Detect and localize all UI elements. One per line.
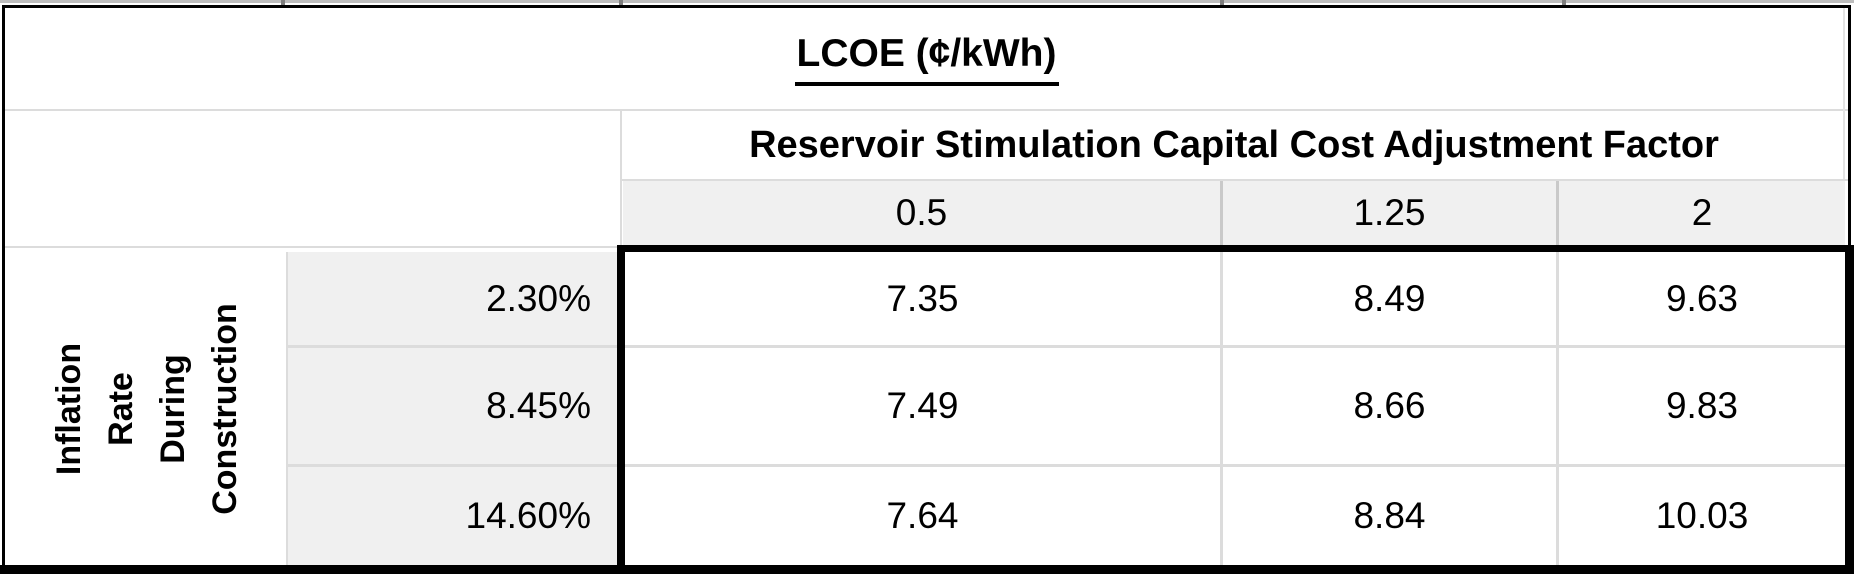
row-group-header-text: Inflation Rate During Construction (43, 303, 251, 515)
column-header: 2 (1691, 192, 1713, 233)
gridline (1556, 181, 1559, 245)
gridline (1843, 8, 1845, 245)
gridline (288, 345, 1845, 348)
row-header: 2.30% (288, 252, 617, 345)
row-group-header-line: During (153, 353, 192, 464)
column-header: 1.25 (1353, 192, 1426, 233)
gridline (620, 111, 622, 245)
data-cell: 8.66 (1353, 385, 1426, 426)
row-group-header: Inflation Rate During Construction (8, 252, 286, 565)
data-cell: 8.49 (1353, 277, 1426, 319)
table-border-bottom (0, 565, 1854, 574)
row-header: 14.60% (288, 467, 617, 565)
row-header: 8.45% (288, 348, 617, 464)
data-grid-border-top (617, 245, 1854, 252)
data-cell: 7.35 (886, 277, 959, 319)
row-group-header-line: Inflation (49, 342, 88, 475)
top-gridline (0, 0, 1854, 3)
column-header: 0.5 (895, 192, 948, 233)
gridline-stub (281, 0, 285, 7)
data-cell: 9.63 (1665, 277, 1738, 319)
gridline (1556, 252, 1559, 565)
data-cell: 7.49 (886, 385, 959, 426)
gridline (621, 179, 1848, 181)
gridline (1220, 181, 1223, 245)
row-group-header-line: Construction (205, 302, 244, 515)
gridline (5, 246, 617, 248)
gridline (5, 109, 1848, 111)
table-title: LCOE (¢/kWh) (5, 8, 1848, 109)
data-cell: 8.84 (1353, 495, 1426, 536)
gridline-stub (1220, 0, 1224, 7)
data-cell: 9.83 (1665, 385, 1738, 426)
gridline-stub (1562, 0, 1566, 7)
gridline (288, 464, 1845, 467)
data-grid-border-right (1845, 245, 1854, 573)
data-cell: 10.03 (1655, 495, 1749, 536)
gridline-stub (619, 0, 623, 7)
data-grid-border-left (617, 245, 625, 573)
row-group-header-line: Rate (101, 371, 140, 446)
column-header-row-fill (623, 181, 1845, 245)
gridline (286, 252, 288, 565)
column-group-header: Reservoir Stimulation Capital Cost Adjus… (749, 123, 1719, 166)
table-title-text: LCOE (¢/kWh) (794, 32, 1059, 86)
data-cell: 7.64 (886, 495, 959, 536)
gridline (1220, 252, 1223, 565)
